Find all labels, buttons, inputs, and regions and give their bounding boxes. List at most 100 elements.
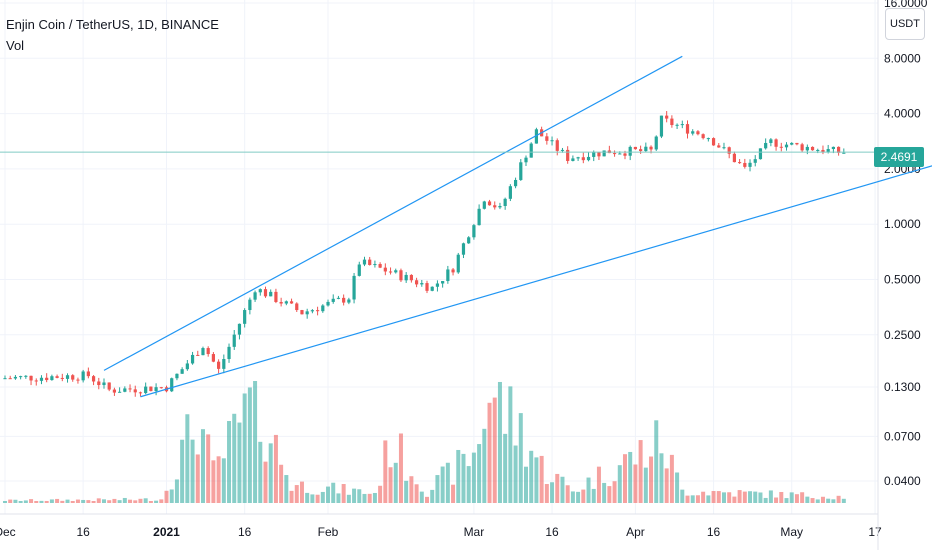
volume-bar [524,466,528,503]
candle-body [34,380,38,382]
candle-body [790,142,794,145]
volume-bar [513,445,518,503]
candle-body [102,382,106,386]
candle-body [441,281,445,284]
candle-body [29,375,33,381]
volume-bar [503,433,508,503]
volume-bar [826,498,831,503]
volume-bar [320,491,325,503]
volume-bar [617,465,622,503]
volume-bar [200,429,205,503]
volume-bar [268,443,273,503]
candle-body [842,152,846,154]
candle-body [196,354,200,356]
candle-body [19,376,23,378]
volume-bar [221,458,226,503]
volume-bar [117,500,122,503]
volume-bar [810,498,815,503]
candle-body [321,305,325,312]
candle-body [816,149,820,151]
volume-bar [65,499,70,503]
candle-body [295,303,299,311]
volume-bar [185,414,190,503]
candle-body [498,205,502,208]
volume-bar [414,484,419,503]
candle-body [732,153,736,163]
candle-body [399,270,403,281]
candle-body [8,378,12,380]
candle-body [534,129,539,144]
volume-bar [305,492,310,503]
candle-body [628,146,632,156]
candle-body [597,152,601,157]
volume-bar [445,462,450,503]
volume-bar [388,467,393,503]
volume-bar [508,386,513,503]
candle-body [326,301,330,306]
candle-body [144,386,148,394]
candle-body [279,301,283,304]
candle-body [347,299,351,303]
volume-bar [211,460,216,503]
volume-bar [253,381,258,503]
volume-bar [273,434,278,503]
candle-body [373,264,377,266]
candle-body [644,146,648,152]
volume-bar [128,499,133,503]
y-tick-label: 0.0400 [884,474,921,488]
candle-body [743,162,747,167]
volume-bar [34,501,39,503]
volume-bar [86,500,91,503]
volume-bar [336,493,341,503]
volume-bar [518,413,523,503]
volume-indicator-label[interactable]: Vol [6,38,25,53]
candle-body [675,124,679,126]
candle-body [331,298,335,302]
volume-bar [372,492,377,503]
candle-body [81,371,85,381]
volume-bar [206,434,211,503]
candle-body [467,237,471,244]
volume-bar [669,454,674,503]
candle-body [503,198,507,206]
candle-body [727,147,731,154]
candle-body [623,153,627,156]
candle-body [774,139,778,147]
candle-body [764,142,768,149]
currency-badge[interactable]: USDT [885,8,925,40]
x-tick-label: 17 [868,525,882,539]
volume-bar [784,498,789,503]
candle-body [404,274,408,281]
volume-bar [586,477,591,503]
volume-bar [164,490,169,503]
candle-body [86,371,90,377]
candle-body [430,286,434,291]
candle-body [560,149,565,151]
x-tick-label: May [780,525,803,539]
candle-body [795,142,799,145]
volume-bar [690,495,695,503]
candle-body [800,144,804,151]
y-tick-label: 0.0700 [884,429,921,443]
candle-body [91,376,96,382]
volume-bar [101,499,106,503]
volume-bar [680,489,685,503]
candle-body [274,291,278,302]
candle-body [472,225,476,238]
volume-bar [461,453,466,503]
candle-body [680,124,684,126]
candle-body [414,280,419,285]
volume-bar [81,499,86,503]
y-tick-label: 8.0000 [884,51,921,65]
candle-body [487,201,492,206]
candle-body [482,201,486,209]
candle-body [810,146,815,151]
volume-bar [232,413,237,503]
volume-bar [39,500,44,503]
candle-body [138,392,143,394]
volume-bar [279,464,284,503]
volume-bar [398,433,403,503]
candle-body [211,354,215,362]
volume-bar [789,492,794,503]
volume-bar [482,428,487,503]
